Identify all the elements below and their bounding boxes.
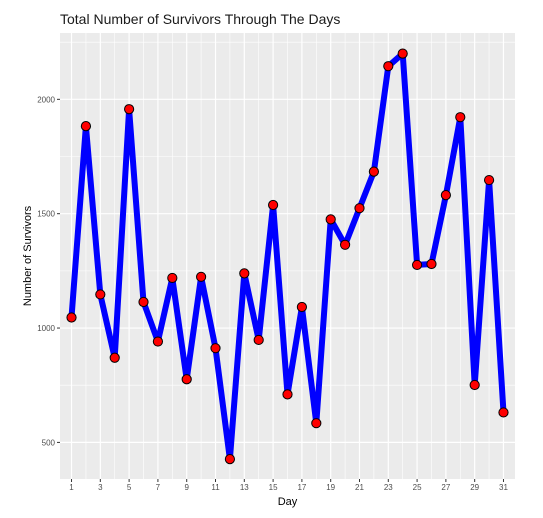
x-tick-label: 5 (127, 483, 132, 492)
y-tick-label: 500 (42, 438, 56, 447)
data-point (469, 379, 480, 391)
data-series (66, 48, 509, 465)
data-point (224, 454, 236, 465)
data-point (483, 174, 495, 186)
x-tick-label: 21 (355, 483, 364, 492)
x-tick-label: 25 (413, 483, 422, 492)
x-axis-title: Day (278, 496, 298, 508)
x-tick-label: 3 (98, 483, 103, 492)
data-point (282, 389, 293, 400)
x-tick-label: 7 (156, 483, 161, 492)
data-point (339, 239, 351, 250)
x-tick-label: 1 (69, 483, 74, 492)
data-point (498, 407, 509, 418)
data-point (80, 120, 92, 132)
y-tick-label: 1500 (37, 210, 55, 219)
data-point (311, 418, 322, 429)
y-tick-label: 2000 (37, 95, 55, 104)
data-point (455, 112, 466, 123)
chart-title: Total Number of Survivors Through The Da… (60, 11, 340, 27)
y-axis-title: Number of Survivors (22, 205, 34, 306)
data-point (411, 259, 423, 271)
data-point (181, 374, 192, 385)
y-axis: 500 1000 1500 2000 (37, 95, 60, 447)
data-point (354, 203, 365, 214)
data-point (152, 336, 164, 347)
x-tick-label: 15 (269, 483, 278, 492)
data-point (268, 199, 279, 211)
grid-minor (60, 33, 515, 479)
data-point (325, 214, 336, 225)
data-point (440, 190, 451, 201)
data-point (196, 271, 207, 282)
x-tick-label: 13 (240, 483, 249, 492)
data-point (138, 296, 149, 308)
x-tick-label: 17 (297, 483, 306, 492)
data-point (296, 301, 307, 313)
data-point (368, 166, 379, 177)
data-point (397, 48, 408, 59)
x-tick-label: 29 (470, 483, 479, 492)
data-point (124, 104, 135, 115)
data-point (167, 272, 178, 284)
x-tick-label: 27 (441, 483, 450, 492)
grid-major (60, 33, 515, 479)
x-tick-label: 23 (384, 483, 393, 492)
y-tick-label: 1000 (37, 324, 55, 333)
x-tick-label: 11 (211, 483, 220, 492)
x-tick-label: 9 (184, 483, 189, 492)
data-point (109, 352, 120, 363)
x-axis: 1 3 5 7 9 11 13 15 17 19 21 23 25 27 29 31 (69, 479, 508, 492)
data-point (95, 289, 106, 300)
data-point (383, 61, 394, 72)
x-tick-label: 19 (326, 483, 335, 492)
data-point (66, 312, 77, 323)
data-point (239, 268, 250, 279)
x-tick-label: 31 (499, 483, 508, 492)
data-point (426, 258, 437, 270)
data-point (210, 343, 221, 354)
data-point (253, 334, 264, 346)
